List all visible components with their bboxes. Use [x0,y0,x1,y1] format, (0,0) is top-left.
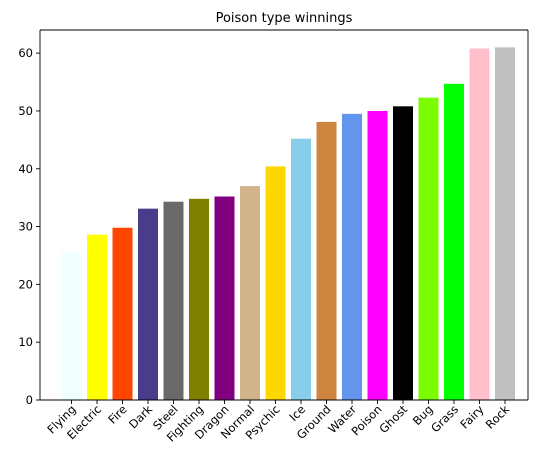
y-tick-label-10: 10 [18,335,33,349]
bar-psychic [265,166,286,400]
bar-steel [163,201,184,400]
bar-flying [61,252,82,400]
y-tick-label-20: 20 [18,277,33,291]
bar-poison [367,110,388,400]
y-axis: 0 10 20 30 40 50 60 [18,46,40,407]
y-tick-label-40: 40 [18,162,33,176]
bar-rock [495,47,515,401]
x-tick-label-rock: Rock [483,402,513,432]
bar-grass [444,83,464,401]
axes-frame [39,29,529,401]
bar-electric [87,234,107,400]
bar-normal [240,186,260,400]
bar-ice [291,138,311,400]
bar-water [342,113,362,400]
x-tick-label-fairy: Fairy [457,402,486,431]
y-tick-label-30: 30 [18,220,33,234]
bar-fairy [469,48,490,400]
x-tick-label-dark: Dark [126,402,155,431]
bar-fighting [189,198,209,400]
y-tick-label-0: 0 [26,393,33,407]
x-tick-label-grass: Grass [428,402,461,435]
y-tick-label-60: 60 [18,46,33,60]
bar-dragon [214,196,235,400]
y-tick-label-50: 50 [18,104,33,118]
bar-dark [138,208,158,400]
bars-group [61,47,515,401]
x-tick-label-ghost: Ghost [376,402,410,436]
bar-fire [112,227,133,400]
bar-ground [316,121,337,401]
bar-ghost [393,106,413,400]
bar-bug [418,97,439,400]
chart-title: Poison type winnings [216,11,353,26]
x-tick-label-fire: Fire [105,402,129,426]
